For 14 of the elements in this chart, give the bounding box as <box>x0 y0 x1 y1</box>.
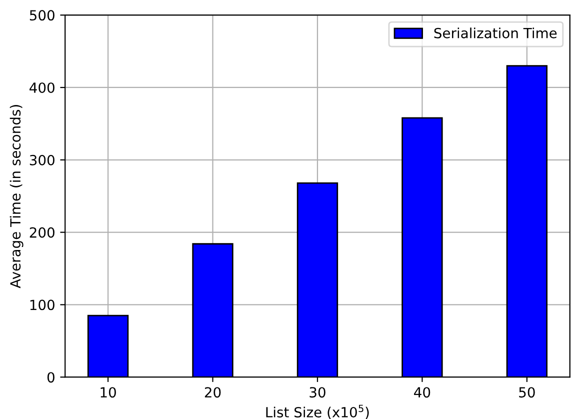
x-tick-label: 40 <box>414 387 430 398</box>
legend-label: Serialization Time <box>434 28 557 38</box>
y-tick-label: 100 <box>30 300 54 310</box>
y-tick-label: 200 <box>30 227 54 238</box>
x-tick-label: 20 <box>204 387 221 398</box>
x-tick-label: 30 <box>310 387 326 398</box>
y-tick-label: 400 <box>30 82 54 93</box>
y-axis-title: Average Time (in seconds) <box>10 105 24 288</box>
x-tick-label: 50 <box>519 387 535 398</box>
y-tick-label: 500 <box>30 10 54 21</box>
x-axis-title: List Size (x10$^{5}$) <box>266 404 369 419</box>
y-tick-label: 0 <box>47 372 54 383</box>
y-tick-label: 300 <box>30 154 54 166</box>
x-tick-label: 10 <box>100 387 116 398</box>
